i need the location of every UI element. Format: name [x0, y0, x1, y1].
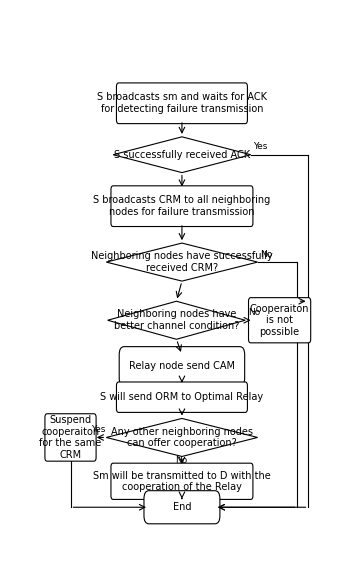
FancyBboxPatch shape: [248, 297, 311, 343]
Text: No: No: [248, 308, 260, 317]
Text: S will send ORM to Optimal Relay: S will send ORM to Optimal Relay: [100, 392, 263, 402]
FancyBboxPatch shape: [111, 463, 253, 500]
Text: Cooperaiton
is not
possible: Cooperaiton is not possible: [250, 304, 309, 337]
Polygon shape: [108, 301, 245, 339]
FancyBboxPatch shape: [116, 382, 247, 413]
Polygon shape: [113, 137, 251, 173]
FancyBboxPatch shape: [45, 414, 96, 461]
Text: Yes: Yes: [253, 142, 268, 151]
Text: No: No: [175, 456, 187, 465]
Text: S successfully received ACK: S successfully received ACK: [114, 150, 250, 160]
Polygon shape: [106, 418, 258, 457]
FancyBboxPatch shape: [144, 491, 220, 524]
Text: Sm will be transmitted to D with the
cooperation of the Relay: Sm will be transmitted to D with the coo…: [93, 471, 271, 492]
FancyBboxPatch shape: [111, 186, 253, 227]
Text: Suspend
cooperaiton
for the same
CRM: Suspend cooperaiton for the same CRM: [39, 415, 102, 460]
Polygon shape: [106, 243, 258, 281]
Text: Relay node send CAM: Relay node send CAM: [129, 361, 235, 371]
Text: Any other neighboring nodes
can offer cooperation?: Any other neighboring nodes can offer co…: [111, 426, 253, 449]
Text: Neighboring nodes have
better channel condition?: Neighboring nodes have better channel co…: [114, 310, 239, 331]
Text: End: End: [173, 502, 191, 512]
Text: Neighboring nodes have successfully
received CRM?: Neighboring nodes have successfully rece…: [91, 252, 273, 273]
Text: S broadcasts sm and waits for ACK
for detecting failure transmission: S broadcasts sm and waits for ACK for de…: [97, 92, 267, 114]
Text: Yes: Yes: [91, 425, 105, 434]
FancyBboxPatch shape: [119, 347, 245, 386]
Text: S broadcasts CRM to all neighboring
nodes for failure transmission: S broadcasts CRM to all neighboring node…: [93, 195, 271, 217]
Text: No: No: [260, 249, 273, 259]
FancyBboxPatch shape: [116, 83, 247, 124]
